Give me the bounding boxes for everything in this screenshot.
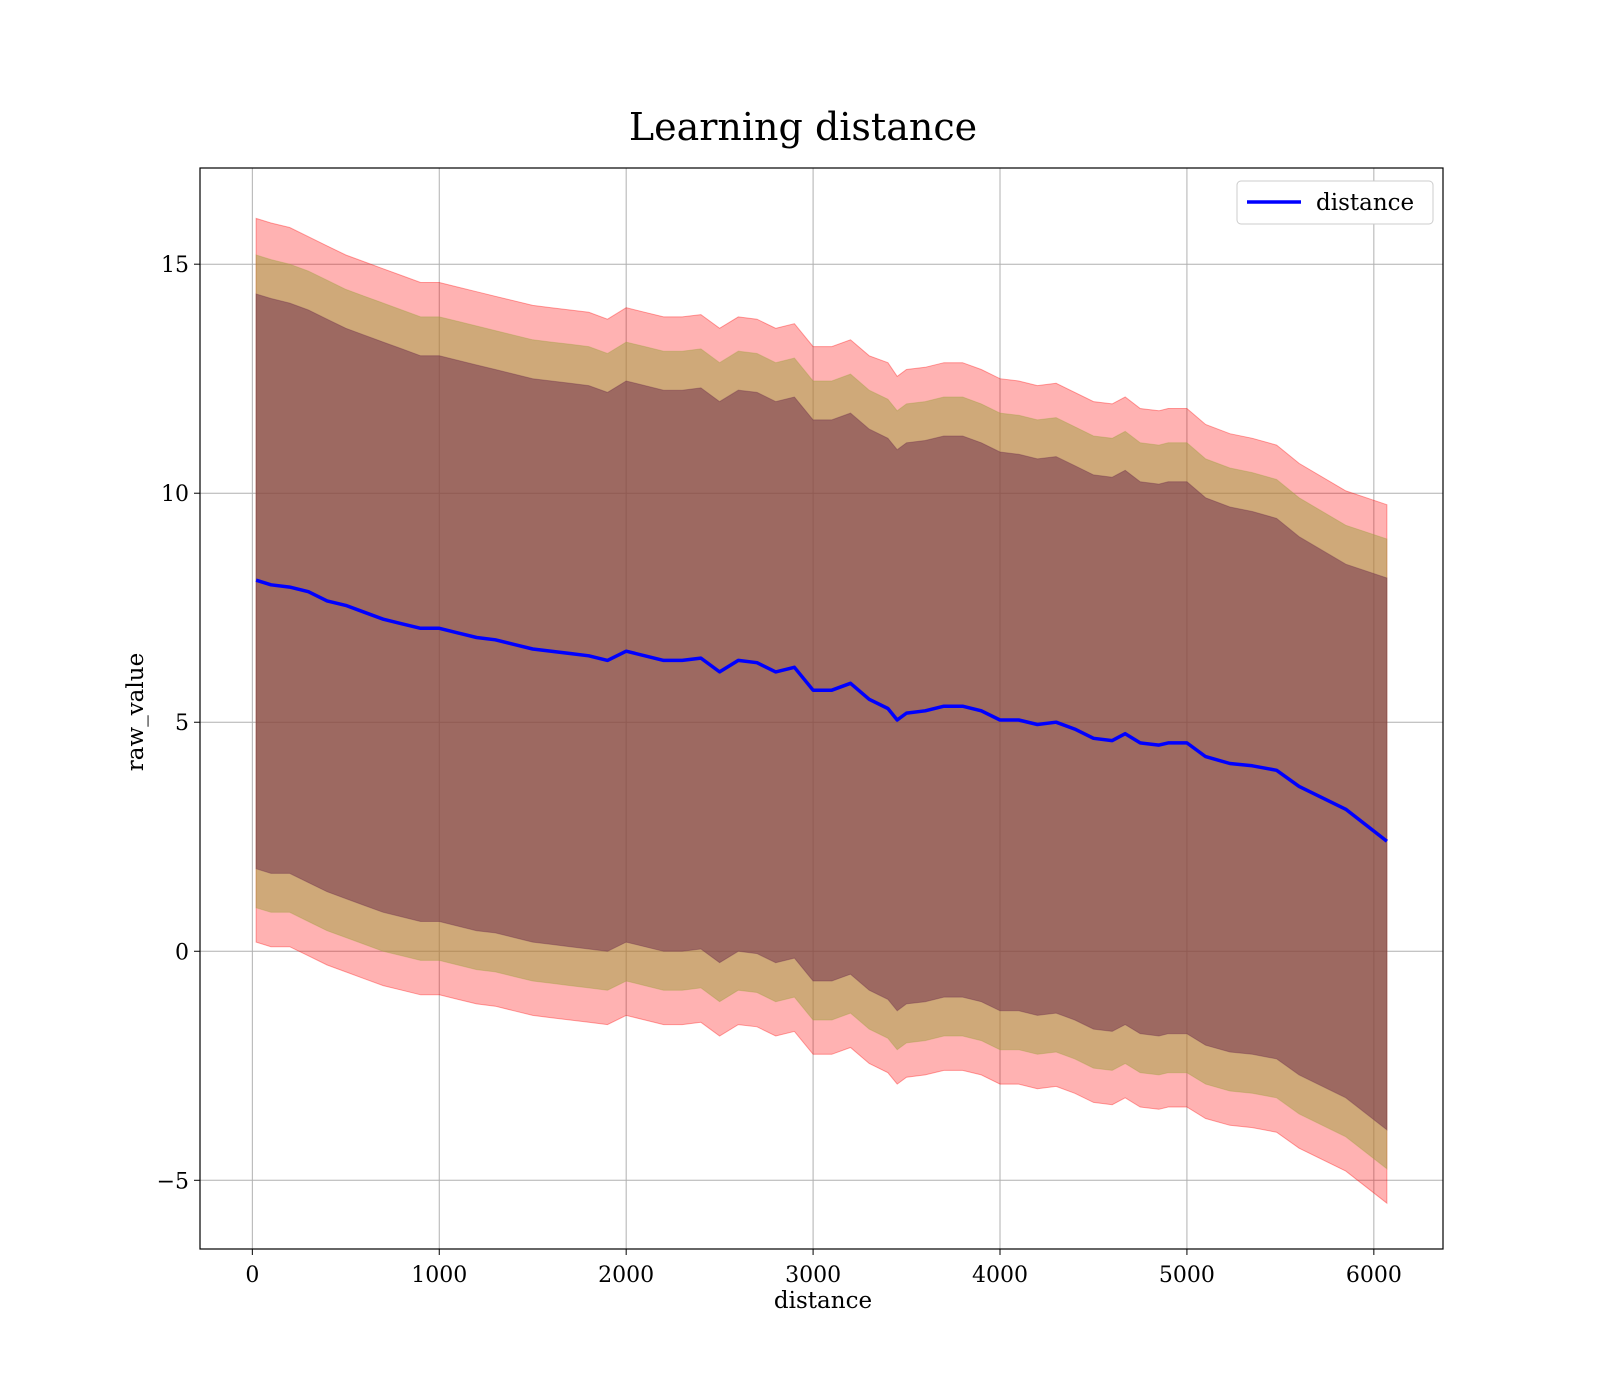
y-tick-label: 5	[175, 711, 189, 736]
confidence-bands	[255, 217, 1388, 1205]
x-axis: 0 1000 2000 3000 4000 5000 6000	[245, 1249, 1402, 1288]
legend: distance	[1236, 180, 1434, 225]
x-tick-label: 0	[245, 1263, 259, 1288]
plot-frame	[199, 167, 1444, 1250]
x-tick-label: 3000	[785, 1263, 841, 1288]
y-axis: −5 0 5 10 15	[157, 253, 200, 1194]
x-tick-label: 2000	[598, 1263, 654, 1288]
x-tick-label: 1000	[411, 1263, 467, 1288]
x-axis-label: distance	[774, 1288, 872, 1314]
legend-box	[1236, 180, 1434, 225]
legend-label-distance: distance	[1316, 190, 1414, 216]
chart-title: Learning distance	[629, 105, 977, 149]
series-lines	[255, 578, 1388, 843]
y-tick-label: 0	[175, 940, 189, 965]
y-tick-label: −5	[157, 1169, 189, 1194]
y-tick-label: 10	[161, 482, 189, 507]
y-axis-label: raw_value	[123, 653, 149, 771]
series-line-distance	[255, 578, 1388, 843]
x-tick-label: 5000	[1159, 1263, 1215, 1288]
x-tick-label: 4000	[972, 1263, 1028, 1288]
y-tick-label: 15	[161, 253, 189, 278]
x-tick-label: 6000	[1346, 1263, 1402, 1288]
band-2	[255, 293, 1388, 1131]
